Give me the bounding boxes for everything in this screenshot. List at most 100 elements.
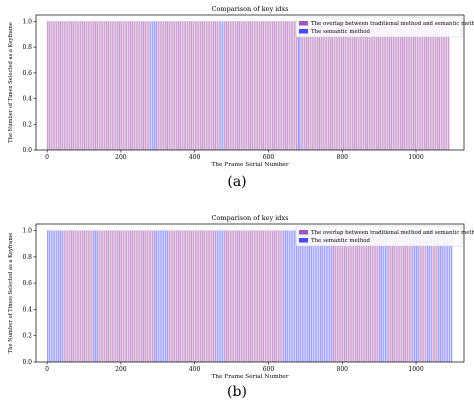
overlap-bar bbox=[349, 230, 351, 363]
x-axis-label: The Frame Serial Number bbox=[211, 162, 289, 168]
semantic-bar bbox=[153, 21, 156, 151]
chart-panel-2: Comparison of key idxs 0 200 400 600 800 1000 0… bbox=[8, 214, 474, 400]
semantic-bar bbox=[298, 21, 300, 151]
overlap-bar bbox=[146, 21, 148, 151]
overlap-bar bbox=[394, 21, 396, 151]
x-tick-label: 1000 bbox=[408, 154, 423, 161]
overlap-bar bbox=[253, 230, 255, 363]
overlap-bar bbox=[398, 21, 400, 151]
bars bbox=[46, 21, 450, 151]
overlap-bar bbox=[183, 230, 185, 363]
overlap-bar bbox=[190, 21, 193, 151]
overlap-bar bbox=[292, 21, 294, 151]
semantic-bar bbox=[155, 21, 157, 151]
overlap-bar bbox=[255, 21, 257, 151]
overlap-bar bbox=[268, 21, 270, 151]
semantic-bar bbox=[329, 230, 331, 363]
overlap-bar bbox=[183, 21, 185, 151]
overlap-bar bbox=[279, 230, 281, 363]
overlap-bar bbox=[340, 230, 342, 363]
overlap-bar bbox=[72, 21, 74, 151]
overlap-bar bbox=[288, 21, 290, 151]
legend-box bbox=[295, 16, 463, 38]
overlap-bar bbox=[78, 230, 80, 363]
overlap-bar bbox=[87, 230, 89, 363]
overlap-bar bbox=[403, 21, 405, 151]
overlap-bar bbox=[264, 230, 266, 363]
overlap-bar bbox=[318, 21, 321, 151]
overlap-bar bbox=[334, 230, 336, 363]
overlap-bar bbox=[87, 21, 89, 151]
legend-swatch bbox=[299, 238, 308, 243]
panel-label: (a) bbox=[227, 174, 246, 190]
overlap-bar bbox=[438, 21, 440, 151]
legend-box bbox=[295, 225, 463, 247]
overlap-bar bbox=[307, 21, 310, 151]
overlap-bar bbox=[412, 21, 415, 151]
overlap-bar bbox=[388, 21, 391, 151]
y-tick-label: 0.2 bbox=[22, 121, 32, 128]
overlap-bar bbox=[148, 21, 150, 151]
overlap-bar bbox=[225, 230, 228, 363]
overlap-bar bbox=[218, 21, 220, 151]
overlap-bar bbox=[273, 230, 276, 363]
overlap-bar bbox=[100, 21, 102, 151]
overlap-bar bbox=[111, 21, 113, 151]
overlap-bar bbox=[336, 230, 338, 363]
overlap-bar bbox=[369, 230, 371, 363]
overlap-bar bbox=[72, 230, 74, 363]
semantic-bar bbox=[222, 21, 224, 151]
semantic-bar bbox=[321, 230, 324, 363]
x-tick-label: 400 bbox=[189, 154, 201, 161]
plot-frame bbox=[35, 14, 465, 151]
overlap-bar bbox=[383, 21, 385, 151]
overlap-bar bbox=[144, 230, 146, 363]
overlap-bar bbox=[231, 21, 233, 151]
overlap-bar bbox=[362, 230, 364, 363]
overlap-bar bbox=[313, 21, 315, 151]
overlap-bar bbox=[431, 21, 433, 151]
overlap-bar bbox=[58, 21, 60, 151]
overlap-bar bbox=[198, 21, 200, 151]
overlap-bar bbox=[374, 21, 376, 151]
overlap-bar bbox=[89, 21, 91, 151]
overlap-bar bbox=[198, 230, 200, 363]
overlap-bar bbox=[128, 230, 130, 363]
overlap-bar bbox=[244, 21, 246, 151]
overlap-bar bbox=[407, 21, 409, 151]
overlap-bar bbox=[61, 21, 63, 151]
x-tick-label: 800 bbox=[337, 366, 349, 373]
overlap-bar bbox=[355, 21, 357, 151]
overlap-bar bbox=[111, 230, 113, 363]
overlap-bar bbox=[343, 230, 346, 363]
semantic-bar bbox=[220, 21, 222, 151]
overlap-bar bbox=[194, 230, 196, 363]
y-tick-label: 1.0 bbox=[22, 18, 32, 25]
semantic-bar bbox=[283, 230, 285, 363]
overlap-bar bbox=[211, 21, 213, 151]
overlap-bar bbox=[174, 21, 176, 151]
overlap-bar bbox=[113, 230, 115, 363]
overlap-bar bbox=[337, 21, 339, 151]
overlap-bar bbox=[63, 21, 65, 151]
overlap-bar bbox=[129, 21, 132, 151]
overlap-bar bbox=[196, 21, 198, 151]
semantic-bar bbox=[449, 230, 451, 363]
overlap-bar bbox=[190, 230, 193, 363]
overlap-bar bbox=[107, 230, 110, 363]
overlap-bar bbox=[399, 230, 401, 363]
overlap-bar bbox=[377, 21, 380, 151]
semantic-bar bbox=[152, 21, 154, 151]
overlap-bar bbox=[435, 21, 437, 151]
overlap-bar bbox=[128, 21, 130, 151]
legend: The overlap between traditional method a… bbox=[295, 225, 474, 247]
overlap-bar bbox=[368, 21, 370, 151]
overlap-bar bbox=[212, 21, 215, 151]
semantic-bar bbox=[305, 230, 307, 363]
overlap-bar bbox=[302, 21, 304, 151]
overlap-bar bbox=[440, 21, 442, 151]
overlap-bar bbox=[400, 21, 402, 151]
x-tick-label: 1000 bbox=[408, 366, 423, 373]
overlap-bar bbox=[152, 230, 154, 363]
